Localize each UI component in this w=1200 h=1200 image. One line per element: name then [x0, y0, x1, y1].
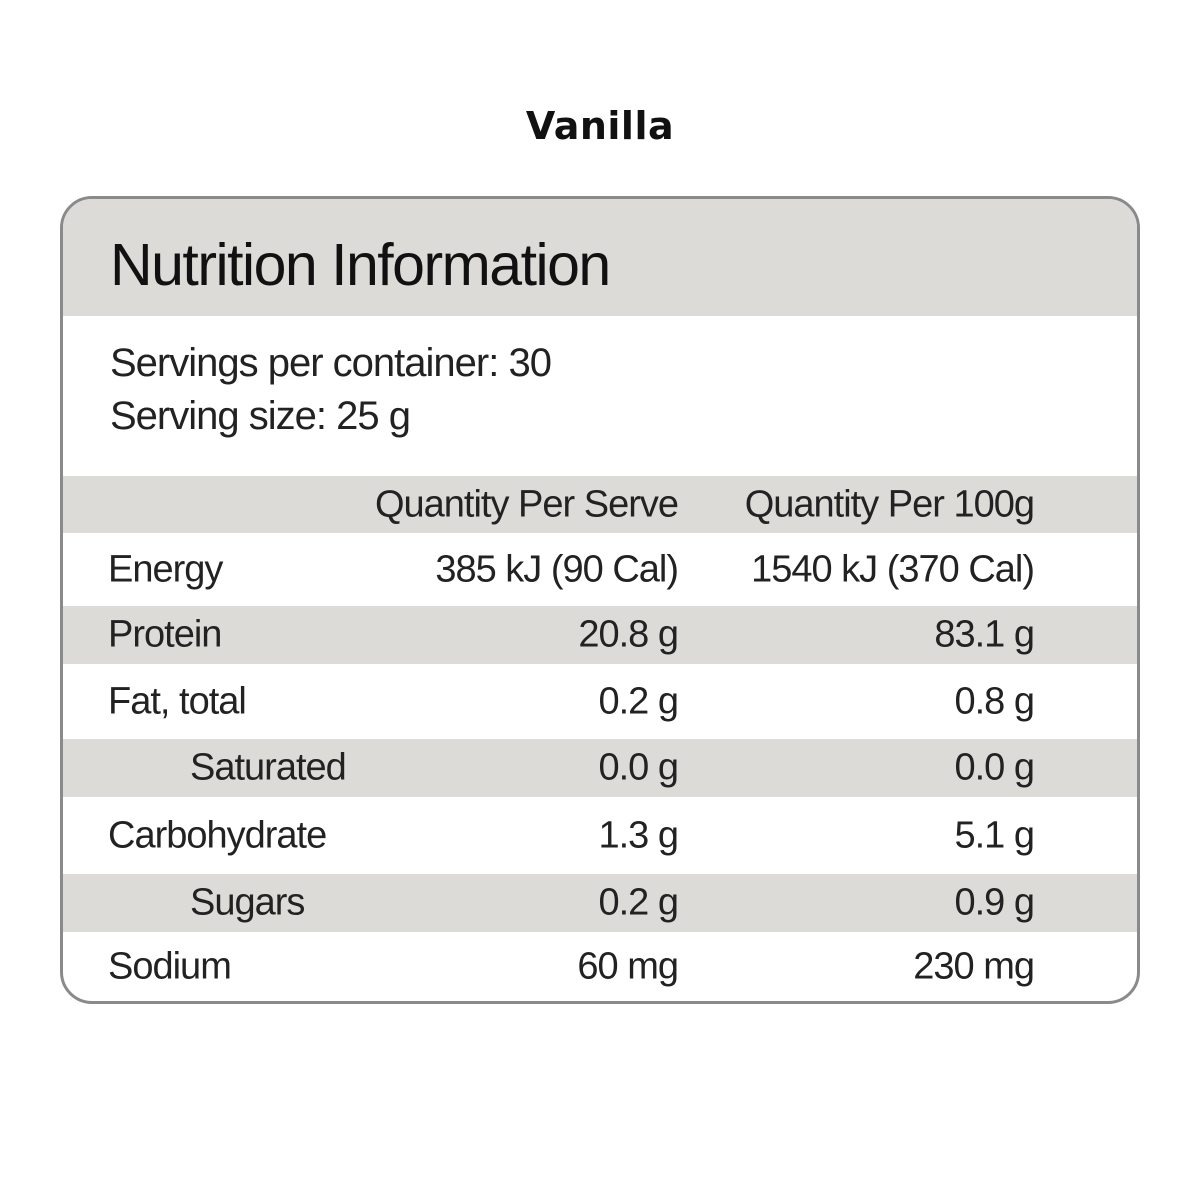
panel-header: Nutrition Information [63, 199, 1137, 316]
table-row: Energy 385 kJ (90 Cal) 1540 kJ (370 Cal) [63, 533, 1137, 606]
serving-size: Serving size: 25 g [110, 394, 411, 438]
table-row: Protein 20.8 g 83.1 g [63, 606, 1137, 664]
column-header-row: Quantity Per Serve Quantity Per 100g [63, 476, 1137, 533]
per-serve-value: 0.2 g [598, 680, 679, 722]
column-header-per-100g: Quantity Per 100g [744, 483, 1035, 525]
per-100g-value: 0.8 g [954, 680, 1035, 722]
column-header-per-serve: Quantity Per Serve [374, 483, 679, 525]
per-serve-value: 0.2 g [598, 881, 679, 924]
per-100g-value: 0.9 g [954, 881, 1035, 924]
row-label: Protein [108, 613, 222, 656]
row-label: Saturated [190, 746, 347, 789]
per-serve-value: 1.3 g [598, 814, 679, 856]
per-serve-value: 20.8 g [578, 613, 679, 656]
per-100g-value: 1540 kJ (370 Cal) [751, 548, 1035, 590]
per-100g-value: 83.1 g [934, 613, 1035, 656]
table-row: Saturated 0.0 g 0.0 g [63, 739, 1137, 797]
servings-per-container: Servings per container: 30 [110, 341, 552, 385]
row-label: Carbohydrate [108, 814, 327, 856]
table-row: Fat, total 0.2 g 0.8 g [63, 664, 1137, 739]
row-label: Fat, total [108, 680, 247, 722]
per-serve-value: 385 kJ (90 Cal) [435, 548, 679, 590]
table-row: Carbohydrate 1.3 g 5.1 g [63, 797, 1137, 874]
row-label: Sugars [190, 881, 305, 924]
flavor-title: Vanilla [525, 104, 675, 148]
panel-title: Nutrition Information [110, 232, 611, 298]
row-label: Sodium [108, 945, 232, 987]
per-100g-value: 230 mg [913, 945, 1035, 987]
per-serve-value: 0.0 g [598, 746, 679, 789]
per-serve-value: 60 mg [577, 945, 679, 987]
nutrition-panel: Nutrition Information Servings per conta… [60, 196, 1140, 1004]
table-row: Sodium 60 mg 230 mg [63, 932, 1137, 1001]
per-100g-value: 0.0 g [954, 746, 1035, 789]
row-label: Energy [108, 548, 223, 590]
per-100g-value: 5.1 g [954, 814, 1035, 856]
table-row: Sugars 0.2 g 0.9 g [63, 874, 1137, 932]
